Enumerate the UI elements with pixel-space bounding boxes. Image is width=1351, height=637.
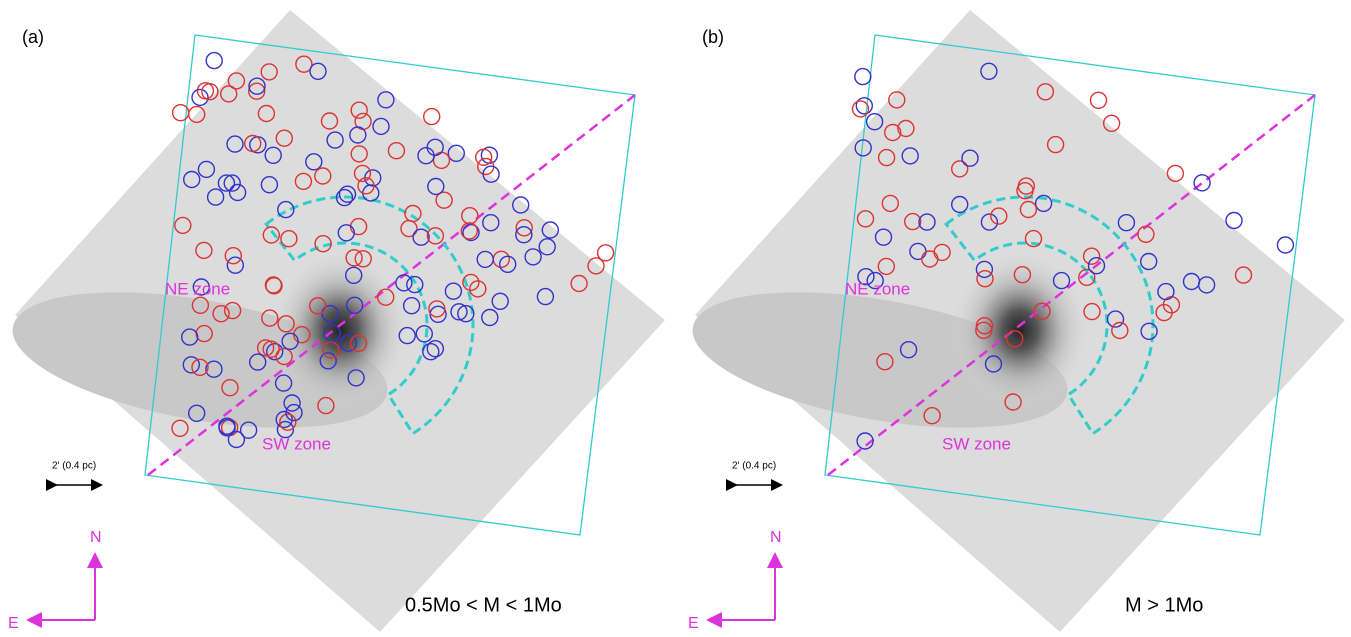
compass-label: E bbox=[688, 615, 699, 632]
scale-label: 2' (0.4 pc) bbox=[52, 461, 96, 472]
star-marker bbox=[1091, 92, 1107, 108]
star-marker bbox=[424, 109, 440, 125]
panel: (a) NE zone SW zone 2' (0.4 pc) N E 0.5Mo < M … bbox=[2, 10, 665, 632]
star-marker bbox=[856, 98, 872, 114]
nebula-core bbox=[950, 250, 1090, 410]
star-marker bbox=[1277, 237, 1293, 253]
star-marker bbox=[1167, 165, 1183, 181]
star-marker bbox=[206, 53, 222, 69]
zone-label: SW zone bbox=[262, 434, 331, 453]
star-marker bbox=[855, 69, 871, 85]
zone-label: NE zone bbox=[845, 279, 910, 298]
panel: (b) NE zone SW zone 2' (0.4 pc) N E M > 1Mo bbox=[682, 10, 1345, 632]
compass-label: N bbox=[770, 529, 782, 546]
zone-label: NE zone bbox=[165, 279, 230, 298]
mass-range: M > 1Mo bbox=[1125, 594, 1203, 616]
panel-label: (a) bbox=[22, 27, 44, 47]
star-marker bbox=[476, 149, 492, 165]
zone-label: SW zone bbox=[942, 434, 1011, 453]
compass-label: N bbox=[90, 529, 102, 546]
panel-label: (b) bbox=[702, 27, 724, 47]
star-marker bbox=[1194, 175, 1210, 191]
star-marker bbox=[598, 245, 614, 261]
figure: (a) NE zone SW zone 2' (0.4 pc) N E 0.5Mo < M … bbox=[0, 0, 1351, 637]
compass-label: E bbox=[8, 615, 19, 632]
star-marker bbox=[1226, 213, 1242, 229]
mass-range: 0.5Mo < M < 1Mo bbox=[405, 594, 562, 616]
scale-label: 2' (0.4 pc) bbox=[732, 461, 776, 472]
